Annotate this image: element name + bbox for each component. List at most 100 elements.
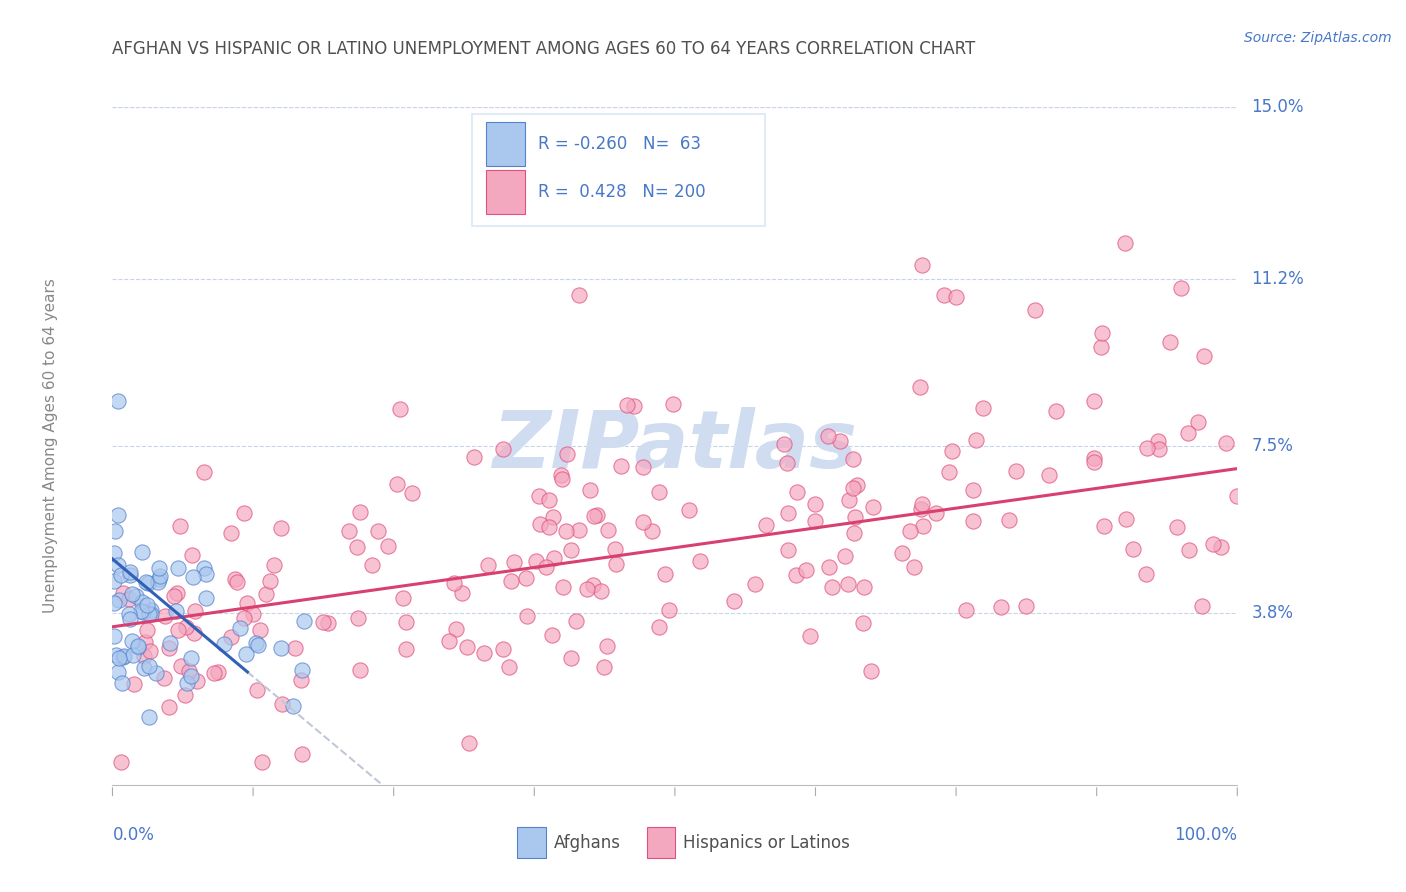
Point [543,550,565,565]
Point [395,615,418,629]
Point [131,545,153,559]
Point [1091,326,1114,340]
Point [122,677,145,691]
Point [103,574,125,588]
Text: 15.0%: 15.0% [1251,98,1303,116]
Point [576,582,599,597]
Point [193,465,215,479]
Point [107,393,129,408]
Point [1135,567,1157,582]
Point [136,623,159,637]
Point [1083,454,1105,468]
Point [554,524,576,538]
Text: 0.0%: 0.0% [112,826,155,844]
Point [503,555,526,569]
FancyBboxPatch shape [647,828,675,858]
Point [648,485,671,500]
Point [195,567,218,582]
Point [120,567,142,582]
Point [104,524,127,538]
Point [138,710,160,724]
Point [1083,394,1105,409]
Point [529,516,551,531]
Point [138,607,160,621]
Point [245,636,267,650]
Point [540,627,562,641]
Point [775,456,797,470]
Point [678,502,700,516]
Point [773,437,796,451]
Point [1166,520,1188,534]
Point [207,665,229,679]
Point [610,458,633,473]
Point [180,669,202,683]
Point [550,468,572,483]
Point [890,545,912,559]
Point [844,510,866,524]
Point [852,615,875,630]
Point [125,589,148,603]
Point [589,583,612,598]
Point [163,589,186,603]
Point [157,641,180,656]
Point [451,586,474,600]
Point [834,549,856,563]
Point [924,506,946,520]
Point [1202,537,1225,551]
Point [911,258,934,272]
Point [439,634,461,648]
Point [103,596,125,610]
Point [755,517,778,532]
Point [1178,543,1201,558]
Text: 3.8%: 3.8% [1251,604,1294,623]
Point [122,648,145,662]
Point [166,586,188,600]
Point [135,574,157,589]
Point [254,587,277,601]
Point [127,640,149,655]
Point [121,634,143,648]
Point [290,747,312,761]
Point [195,591,218,606]
Point [388,402,411,417]
Point [776,542,799,557]
Point [108,651,131,665]
Point [555,448,578,462]
Point [641,524,664,539]
Point [259,574,281,588]
Point [537,493,560,508]
Point [146,575,169,590]
Point [623,399,645,413]
Point [284,640,307,655]
Point [224,572,246,586]
Point [786,485,808,500]
Point [605,541,627,556]
Point [117,591,139,606]
Point [955,603,977,617]
Point [270,641,292,656]
Point [477,558,499,573]
Point [312,615,335,629]
Point [842,451,865,466]
Point [183,626,205,640]
Point [818,560,841,574]
Point [385,477,408,491]
Point [242,607,264,621]
FancyBboxPatch shape [472,114,765,226]
Point [110,756,132,770]
Point [932,287,955,301]
Point [616,397,638,411]
Text: 7.5%: 7.5% [1251,437,1294,455]
Point [785,568,807,582]
Point [179,664,201,678]
Point [631,459,654,474]
FancyBboxPatch shape [517,828,546,858]
Point [349,505,371,519]
Point [845,477,868,491]
Point [1147,434,1170,449]
Text: 11.2%: 11.2% [1251,269,1305,288]
Point [658,603,681,617]
Point [898,524,921,539]
Point [474,646,496,660]
Point [170,658,193,673]
